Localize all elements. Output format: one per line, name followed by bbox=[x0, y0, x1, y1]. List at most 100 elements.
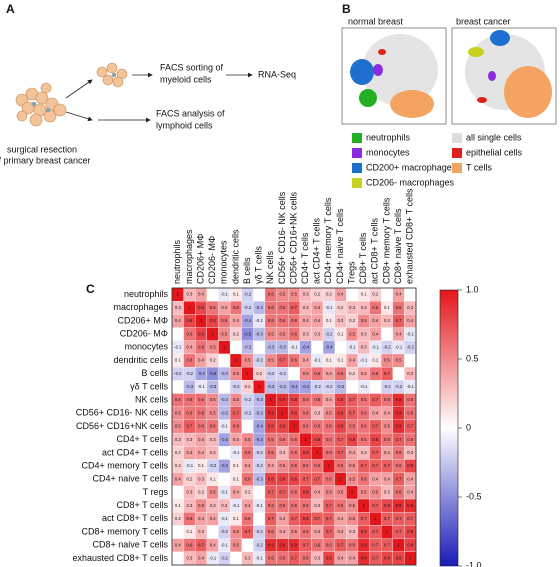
cell-value: 0.5 bbox=[291, 529, 297, 534]
cell-value: 0.2 bbox=[175, 516, 181, 521]
cell-value: 0.4 bbox=[372, 410, 378, 415]
cell-value: -0.4 bbox=[256, 424, 264, 429]
legend-swatch bbox=[352, 133, 362, 143]
cell-value: -0.2 bbox=[256, 463, 264, 468]
cell-value: 0.4 bbox=[198, 437, 204, 442]
cell-value: 0.6 bbox=[303, 529, 309, 534]
cell-value: 0.3 bbox=[175, 437, 181, 442]
cell-value: -0.3 bbox=[279, 384, 287, 389]
row-label: macrophages bbox=[113, 302, 168, 312]
cell-value: 0.5 bbox=[349, 463, 355, 468]
cell-value: 0.5 bbox=[384, 358, 390, 363]
cell-value: 0.6 bbox=[361, 397, 367, 402]
cell-value: 0.3 bbox=[384, 490, 390, 495]
plot-title: breast cancer bbox=[456, 16, 511, 26]
cell-value: 0.8 bbox=[349, 437, 355, 442]
cell-value: 0.8 bbox=[268, 476, 274, 481]
row-label: CD8+ T cells bbox=[117, 500, 169, 510]
cell-value: 0.4 bbox=[198, 450, 204, 455]
cell-value: 0.2 bbox=[314, 292, 320, 297]
cell-value: 0.6 bbox=[349, 424, 355, 429]
cell-value: 0.1 bbox=[233, 516, 239, 521]
cell-value: 0.6 bbox=[187, 331, 193, 336]
cell-value: 0.6 bbox=[291, 463, 297, 468]
empty-cell bbox=[171, 380, 184, 394]
cell-value: 0.5 bbox=[384, 424, 390, 429]
column-label: CD206- MΦ bbox=[207, 236, 217, 284]
cell-value: 1 bbox=[397, 542, 400, 547]
step-text: lymphoid cells bbox=[156, 120, 213, 130]
cell-value: -0.3 bbox=[267, 344, 275, 349]
cell-value: 0.4 bbox=[407, 476, 413, 481]
cell-value: 0.5 bbox=[268, 331, 274, 336]
cell-value: -0.3 bbox=[221, 397, 229, 402]
cell-value: 0.1 bbox=[326, 358, 332, 363]
cell-value: 0.4 bbox=[233, 490, 239, 495]
cell-value: -0.1 bbox=[360, 358, 368, 363]
cell-value: -0.2 bbox=[256, 358, 264, 363]
cell-value: 0.9 bbox=[396, 410, 402, 415]
cell-value: -0.2 bbox=[325, 384, 333, 389]
cell-value: -0.2 bbox=[314, 384, 322, 389]
cell-value: 0.2 bbox=[349, 371, 355, 376]
empty-cell bbox=[253, 485, 266, 500]
cell-value: 0.6 bbox=[210, 305, 216, 310]
cell-value: 0.4 bbox=[314, 490, 320, 495]
cell-value: -0.1 bbox=[232, 450, 240, 455]
column-label: CD56+ CD16- NK cells bbox=[277, 191, 287, 284]
empty-cell bbox=[253, 340, 266, 355]
sorted-cells bbox=[96, 62, 128, 88]
cell-value: 1 bbox=[223, 344, 226, 349]
cell-value: 0.4 bbox=[279, 529, 285, 534]
cell-value: 0.9 bbox=[361, 542, 367, 547]
tumor-illustration bbox=[15, 82, 67, 127]
cell-value: 0.7 bbox=[372, 463, 378, 468]
column-label: monocytes bbox=[219, 240, 229, 284]
cell-value: 0.4 bbox=[314, 529, 320, 534]
cell-value: 0.7 bbox=[396, 476, 402, 481]
cell-value: 0.6 bbox=[187, 358, 193, 363]
cell-value: 0.7 bbox=[372, 450, 378, 455]
cell-value: 0.6 bbox=[291, 358, 297, 363]
cell-value: 0.1 bbox=[198, 463, 204, 468]
cell-value: 0.7 bbox=[384, 371, 390, 376]
cell-value: 0.7 bbox=[384, 463, 390, 468]
cell-value: 0.6 bbox=[384, 437, 390, 442]
cell-value: 0.5 bbox=[279, 331, 285, 336]
cell-value: -0.3 bbox=[256, 305, 264, 310]
cell-value: 0.1 bbox=[326, 318, 332, 323]
legend-label: CD200+ macrophages bbox=[366, 162, 457, 172]
cell-value: 0.7 bbox=[396, 437, 402, 442]
cell-value: 0.3 bbox=[384, 318, 390, 323]
cell-value: 0.4 bbox=[372, 318, 378, 323]
step-text: of primary breast cancer bbox=[0, 155, 91, 165]
cell-value: 0.7 bbox=[291, 305, 297, 310]
row-label: B cells bbox=[141, 368, 168, 378]
legend-swatch bbox=[352, 148, 362, 158]
row-label: CD206- MΦ bbox=[120, 329, 168, 339]
cell-value: 0.8 bbox=[314, 437, 320, 442]
cell-value: -0.4 bbox=[302, 344, 310, 349]
tsne-normal bbox=[341, 27, 447, 125]
cell-value: 0.4 bbox=[268, 463, 274, 468]
cell-value: -0.3 bbox=[221, 371, 229, 376]
cell-value: 0.6 bbox=[338, 371, 344, 376]
cell-value: -0.3 bbox=[256, 397, 264, 402]
cell-value: 0.4 bbox=[349, 556, 355, 561]
cell-value: 0.3 bbox=[407, 371, 413, 376]
cell-value: 0.1 bbox=[372, 358, 378, 363]
cell-value: 0.5 bbox=[210, 410, 216, 415]
cell-value: 0.3 bbox=[210, 450, 216, 455]
step-text: FACS analysis of bbox=[156, 108, 225, 118]
row-label: CD8+ naive T cells bbox=[93, 540, 169, 550]
cell-value: 0.8 bbox=[279, 424, 285, 429]
cell-value: 0.4 bbox=[338, 516, 344, 521]
cell-value: 0.4 bbox=[303, 318, 309, 323]
cell-value: 0.8 bbox=[279, 476, 285, 481]
cell-value: 0.2 bbox=[233, 331, 239, 336]
cell-value: -0.2 bbox=[407, 344, 415, 349]
cell-value: 0.7 bbox=[291, 516, 297, 521]
cell-value: 0.6 bbox=[268, 437, 274, 442]
cell-value: -0.3 bbox=[244, 344, 252, 349]
empty-cell bbox=[218, 472, 231, 487]
